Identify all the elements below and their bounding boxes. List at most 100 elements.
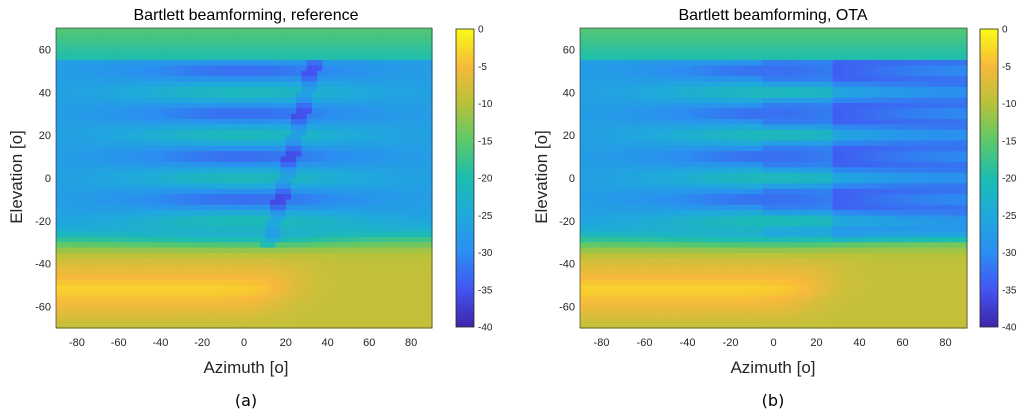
heatmap-cell	[709, 49, 715, 56]
heatmap-cell	[317, 226, 323, 233]
heatmap-cell	[859, 81, 866, 88]
heatmap-cell	[411, 135, 417, 142]
heatmap-cell	[353, 242, 360, 249]
heatmap-cell	[924, 86, 930, 93]
heatmap-cell	[129, 156, 135, 163]
heatmap-cell	[254, 129, 261, 136]
heatmap-cell	[202, 135, 209, 142]
heatmap-cell	[301, 49, 308, 56]
heatmap-cell	[244, 151, 250, 158]
heatmap-cell	[129, 167, 135, 174]
heatmap-cell	[66, 81, 73, 88]
heatmap-cell	[374, 156, 381, 163]
heatmap-cell	[233, 151, 240, 158]
heatmap-cell	[223, 129, 229, 136]
heatmap-cell	[421, 119, 428, 126]
heatmap-cell	[238, 247, 245, 254]
heatmap-cell	[353, 263, 360, 270]
heatmap-cell	[358, 86, 365, 93]
heatmap-cell	[374, 76, 381, 83]
heatmap-cell	[123, 204, 130, 211]
heatmap-cell	[338, 194, 344, 201]
heatmap-cell	[118, 317, 125, 324]
heatmap-cell	[118, 236, 125, 243]
heatmap-cell	[165, 301, 172, 308]
heatmap-cell	[322, 145, 329, 152]
heatmap-cell	[238, 263, 245, 270]
heatmap-cell	[233, 215, 240, 222]
heatmap-cell	[139, 156, 146, 163]
heatmap-cell	[327, 295, 334, 302]
heatmap-cell	[660, 38, 667, 45]
heatmap-cell	[369, 92, 376, 99]
heatmap-cell	[238, 54, 245, 61]
heatmap-cell	[207, 226, 214, 233]
heatmap-cell	[374, 258, 381, 265]
heatmap-cell	[160, 311, 167, 318]
heatmap-cell	[291, 231, 297, 238]
heatmap-cell	[322, 33, 329, 40]
heatmap-cell	[416, 97, 423, 104]
heatmap-cell	[590, 65, 597, 72]
colorbar-tick-label-a: -25	[478, 211, 493, 222]
heatmap-cell	[612, 28, 619, 34]
heatmap-cell	[317, 167, 323, 174]
heatmap-cell	[327, 263, 334, 270]
heatmap-cell	[155, 220, 162, 227]
heatmap-cell	[821, 33, 828, 40]
heatmap-cell	[291, 236, 297, 243]
heatmap-cell	[238, 108, 245, 115]
heatmap-cell	[660, 92, 667, 99]
heatmap-cell	[181, 231, 188, 238]
heatmap-cell	[644, 60, 651, 67]
heatmap-cell	[92, 44, 99, 51]
heatmap-cell	[270, 204, 276, 211]
heatmap-cell	[725, 44, 732, 51]
heatmap-cell	[280, 204, 287, 211]
heatmap-cell	[92, 269, 99, 276]
heatmap-cell	[379, 49, 386, 56]
heatmap-cell	[249, 274, 256, 281]
heatmap-cell	[698, 70, 705, 77]
heatmap-cell	[682, 28, 689, 34]
heatmap-cell	[244, 81, 250, 88]
heatmap-cell	[123, 140, 130, 147]
heatmap-cell	[666, 28, 672, 34]
heatmap-cell	[66, 295, 73, 302]
heatmap-cell	[358, 204, 365, 211]
heatmap-cell	[897, 33, 904, 40]
heatmap-cell	[390, 290, 397, 297]
heatmap-cell	[56, 49, 62, 56]
heatmap-cell	[56, 295, 62, 302]
heatmap-cell	[217, 103, 224, 109]
heatmap-cell	[338, 269, 344, 276]
heatmap-cell	[160, 151, 167, 158]
heatmap-cell	[580, 65, 586, 72]
heatmap-cell	[374, 49, 381, 56]
heatmap-cell	[249, 263, 256, 270]
heatmap-cell	[212, 108, 219, 115]
heatmap-cell	[71, 124, 78, 131]
heatmap-cell	[338, 86, 344, 93]
y-tick-label-a: 60	[39, 44, 51, 56]
heatmap-cell	[129, 322, 135, 329]
heatmap-cell	[918, 28, 925, 34]
heatmap-cell	[212, 199, 219, 206]
heatmap-cell	[358, 54, 365, 61]
heatmap-cell	[800, 70, 807, 77]
heatmap-cell	[385, 285, 391, 292]
heatmap-cell	[358, 269, 365, 276]
heatmap-cell	[929, 28, 936, 34]
heatmap-cell	[886, 38, 893, 45]
heatmap-cell	[233, 97, 240, 104]
heatmap-cell	[176, 322, 182, 329]
heatmap-cell	[390, 65, 397, 72]
heatmap-cell	[296, 194, 303, 201]
heatmap-cell	[623, 76, 629, 83]
heatmap-cell	[311, 161, 318, 168]
heatmap-cell	[113, 188, 120, 195]
heatmap-cell	[358, 247, 365, 254]
heatmap-cell	[108, 236, 115, 243]
heatmap-cell	[385, 295, 391, 302]
heatmap-cell	[285, 38, 292, 45]
